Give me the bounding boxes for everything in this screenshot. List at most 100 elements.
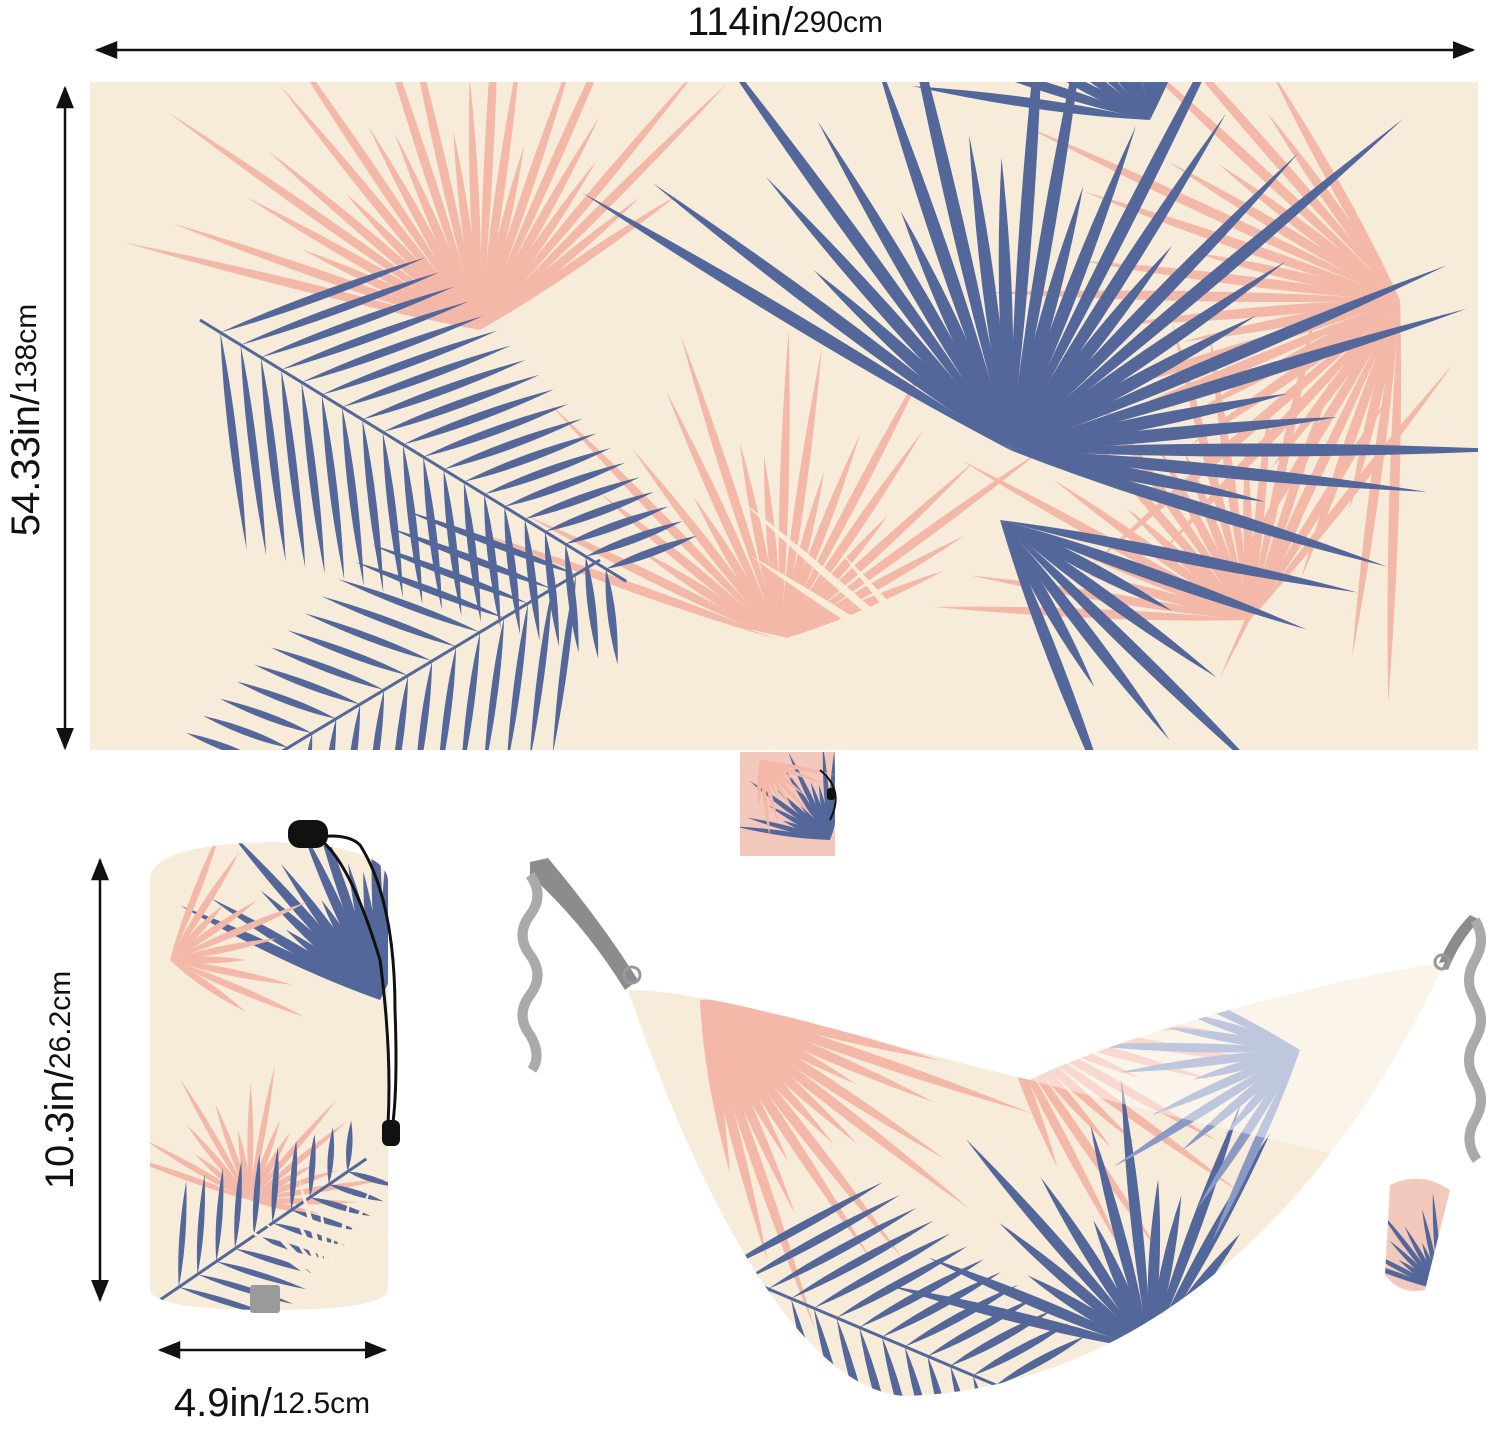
- leaf: [1000, 520, 1094, 750]
- leaf: [290, 1140, 298, 1211]
- leaf: [749, 629, 960, 690]
- leaf: [700, 1000, 858, 1145]
- leaf: [1041, 1404, 1065, 1432]
- leaf: [965, 1139, 1150, 1350]
- leaf: [797, 801, 830, 840]
- right-strap: [1438, 915, 1480, 970]
- leaf: [1079, 260, 1400, 300]
- leaf: [484, 494, 501, 629]
- leaf: [791, 1220, 934, 1299]
- leaf: [632, 449, 780, 640]
- leaf: [760, 760, 815, 819]
- leaf: [637, 548, 780, 640]
- leaf: [338, 579, 481, 633]
- leaf: [1389, 1240, 1440, 1290]
- leaf: [371, 842, 383, 1000]
- leaf: [321, 596, 457, 647]
- leaf: [1000, 1020, 1160, 1252]
- leaf: [1113, 1050, 1300, 1167]
- leaf: [250, 1100, 336, 1200]
- leaf: [389, 527, 553, 589]
- leaf: [1089, 82, 1150, 120]
- leaf: [1010, 261, 1286, 450]
- leaf: [653, 183, 1010, 450]
- leaf: [1168, 161, 1400, 300]
- leaf: [406, 510, 577, 575]
- leaf: [236, 681, 337, 719]
- leaf: [1250, 364, 1453, 620]
- leaf: [294, 1213, 330, 1290]
- leaf: [780, 462, 974, 640]
- leaf: [394, 133, 480, 330]
- leaf: [662, 649, 960, 690]
- leaf: [545, 491, 654, 532]
- leaf: [700, 1000, 903, 1259]
- leaf: [1352, 300, 1400, 657]
- leaf: [813, 270, 1010, 450]
- leaf: [722, 1269, 772, 1396]
- leaf: [1167, 1027, 1300, 1050]
- leaf: [372, 544, 529, 604]
- leaf: [585, 556, 599, 659]
- left-strap: [530, 858, 638, 990]
- leaf: [1040, 1177, 1150, 1350]
- leaf: [1197, 1050, 1300, 1209]
- leaf: [328, 1229, 335, 1290]
- leaf: [1010, 450, 1387, 567]
- leaf: [1195, 252, 1400, 300]
- leaf: [1000, 520, 1170, 741]
- leaf: [1118, 1050, 1300, 1073]
- leaf: [760, 760, 770, 838]
- leaf: [307, 733, 313, 750]
- leaf: [453, 131, 480, 330]
- leaf: [768, 1207, 917, 1289]
- leaf: [480, 197, 640, 330]
- leaf: [700, 1000, 768, 1261]
- leaf: [605, 568, 618, 665]
- leaf: [462, 632, 481, 750]
- leaf: [821, 627, 960, 690]
- leaf: [1385, 1257, 1440, 1290]
- leaf: [327, 1127, 335, 1185]
- leaf: [150, 1154, 250, 1200]
- leaf: [680, 334, 780, 640]
- pouch: [740, 752, 835, 856]
- leaf: [342, 407, 364, 586]
- leaf: [912, 86, 1150, 120]
- leaf: [700, 1000, 795, 1214]
- leaf: [740, 826, 830, 840]
- leaf: [700, 1000, 935, 1103]
- leaf: [700, 995, 1037, 1005]
- leaf: [1000, 520, 1358, 593]
- leaf: [756, 690, 960, 750]
- leaf: [362, 419, 384, 592]
- height-inches: 10.3in/: [38, 1068, 82, 1189]
- leaf: [1000, 520, 1095, 688]
- leaf: [423, 403, 569, 457]
- leaf: [308, 1134, 316, 1198]
- width-label: 54.33in/138cm: [4, 304, 48, 536]
- diameter-label: 4.9in/12.5cm: [174, 1381, 370, 1425]
- leaf: [1010, 450, 1266, 502]
- leaf: [1152, 1050, 1300, 1115]
- leaf: [1160, 82, 1400, 300]
- leaf: [1010, 450, 1427, 492]
- leaf: [1000, 520, 1217, 678]
- leaf: [700, 1000, 834, 1145]
- leaf: [995, 1336, 1086, 1386]
- leaf: [700, 1000, 815, 1329]
- cord-lock: [288, 820, 328, 848]
- leaf: [240, 344, 267, 556]
- leaf: [780, 430, 924, 640]
- leaf: [1090, 1124, 1150, 1350]
- leaf: [768, 805, 830, 840]
- leaf: [1000, 520, 1240, 750]
- leaf: [170, 960, 246, 1012]
- leaf: [215, 1167, 224, 1262]
- leaf: [480, 145, 525, 330]
- leaf: [549, 403, 780, 640]
- leaf: [301, 316, 483, 383]
- leaf: [330, 1217, 388, 1290]
- diameter-inches: 4.9in/: [174, 1381, 273, 1425]
- leaf: [481, 533, 780, 640]
